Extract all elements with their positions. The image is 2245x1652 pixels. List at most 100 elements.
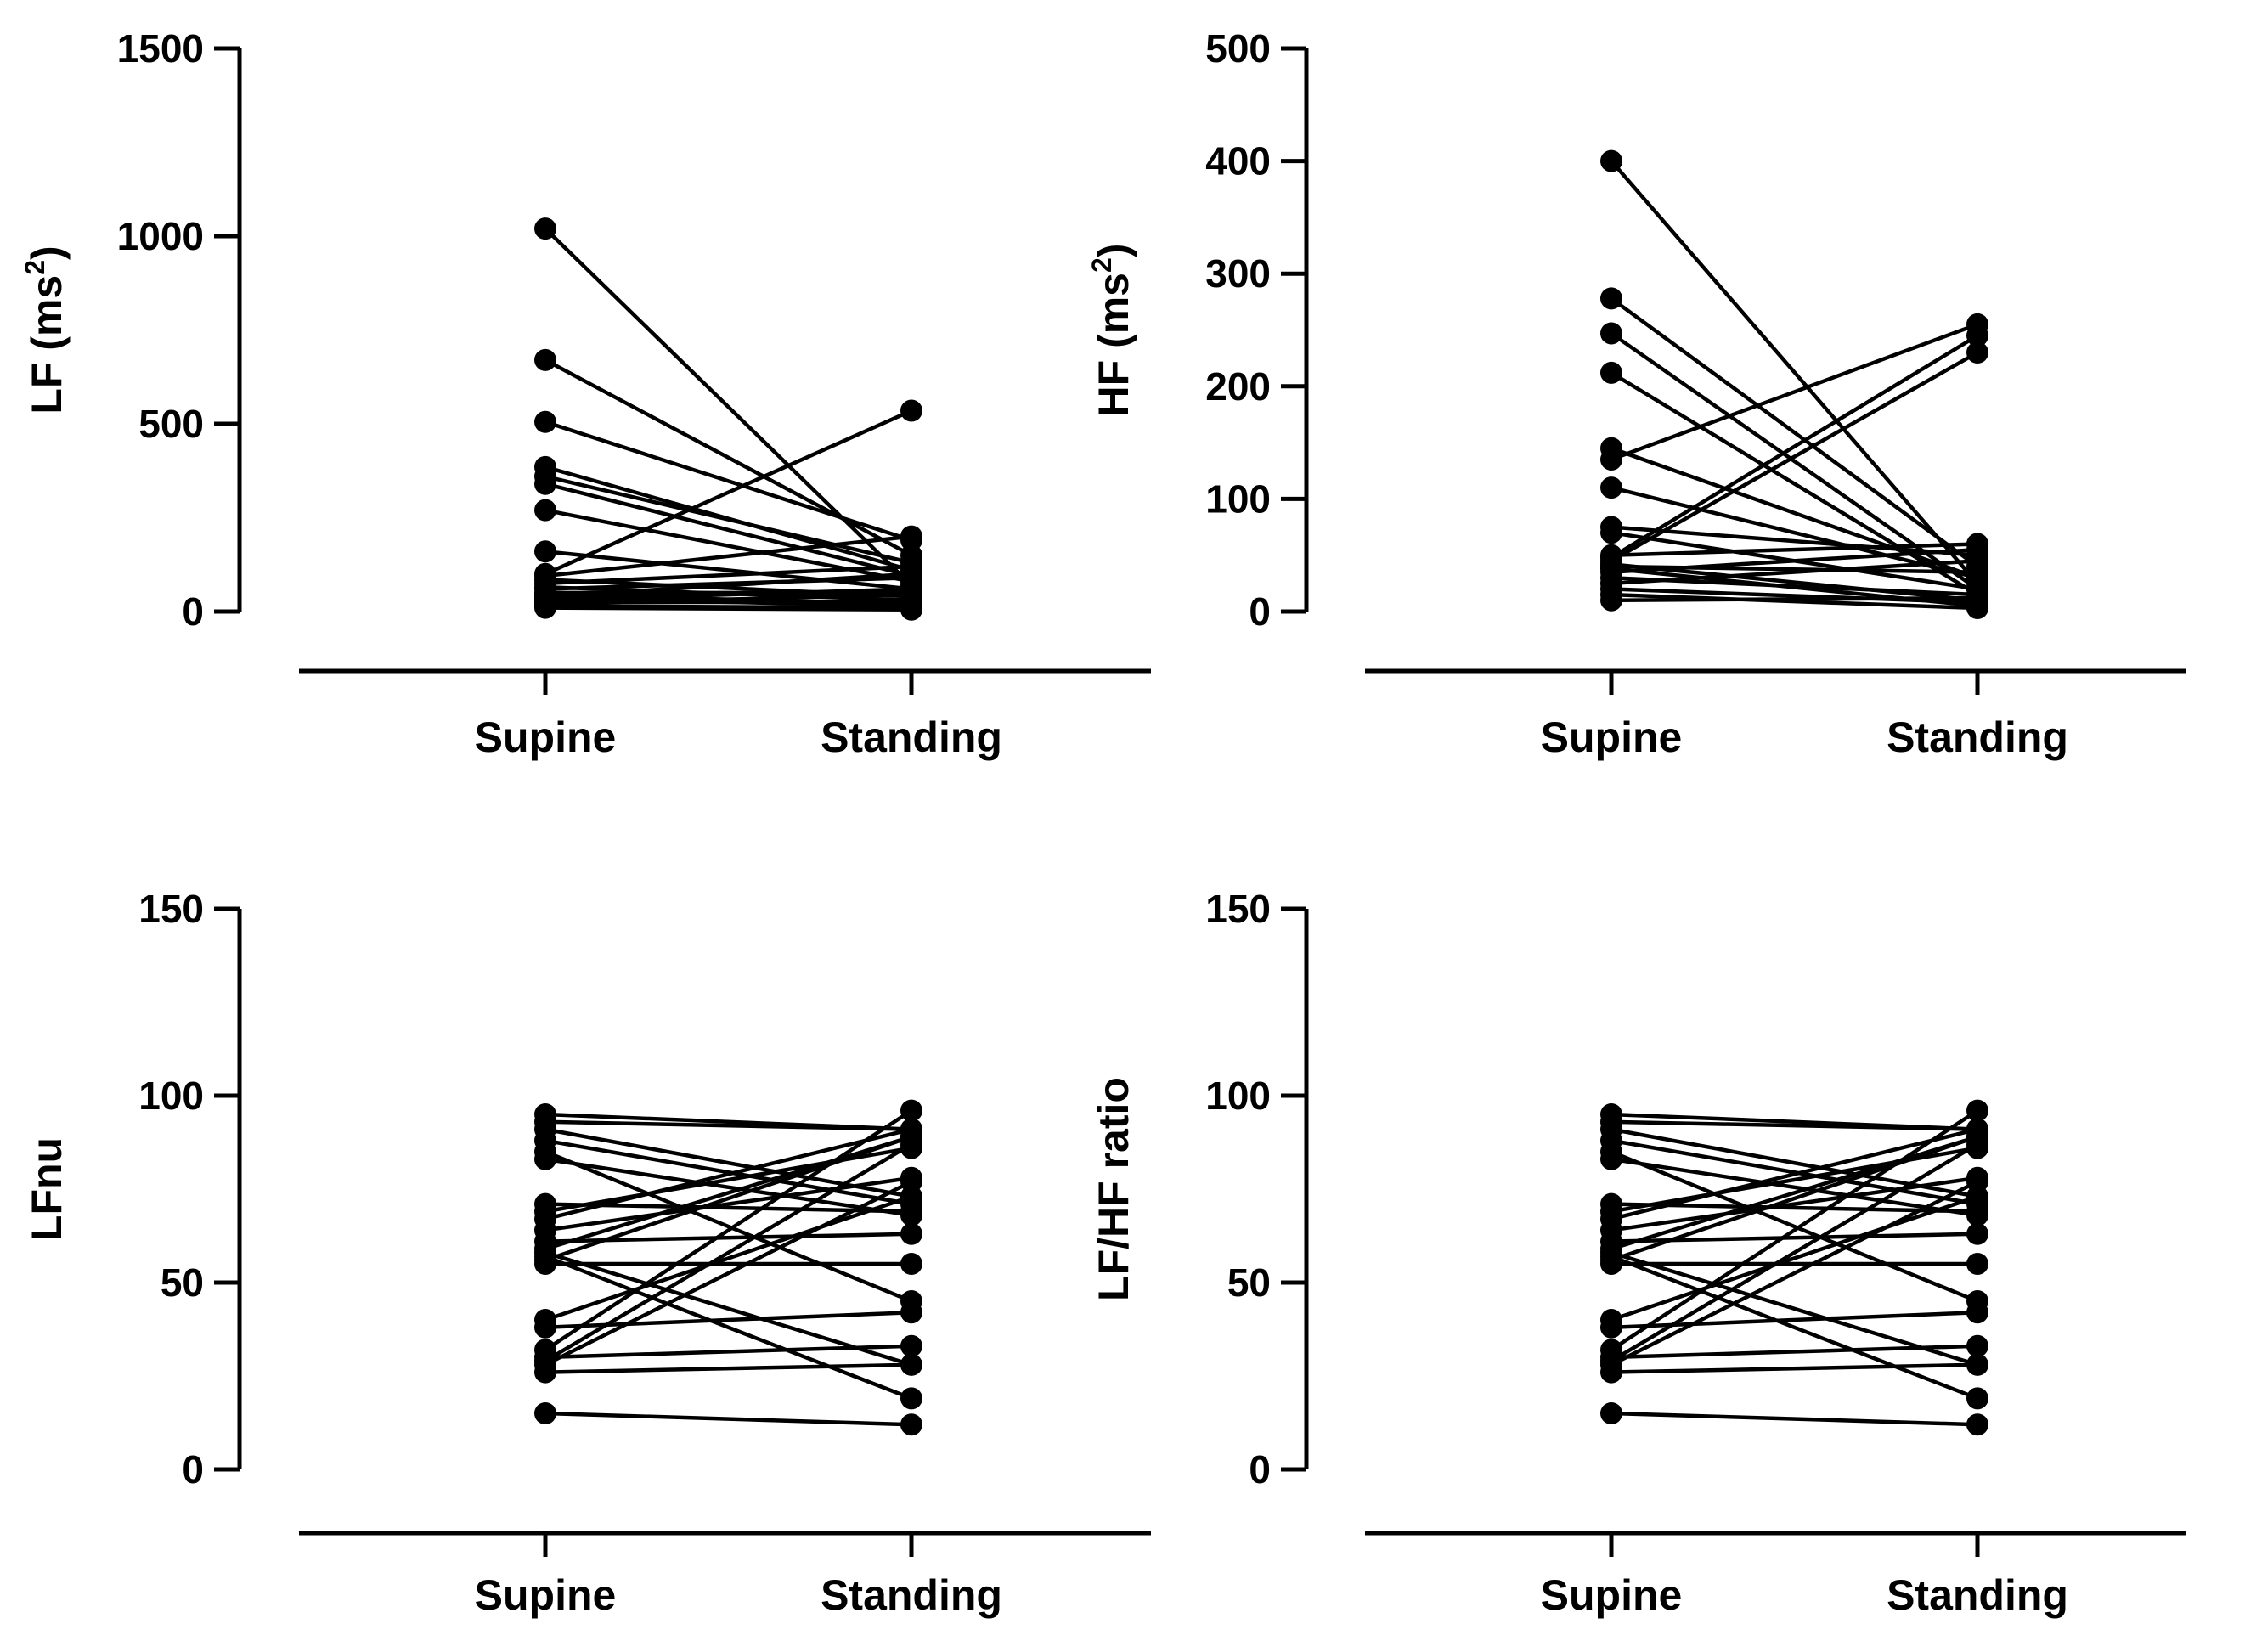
data-point bbox=[1966, 1334, 1988, 1357]
series-line bbox=[1610, 446, 1978, 580]
panel-lfnu: 0 50 100 150 LFnu Supine Standing bbox=[23, 887, 1151, 1619]
y-axis-title-main: LFnu bbox=[23, 1137, 71, 1241]
series-line bbox=[544, 572, 912, 599]
series-line bbox=[1610, 1142, 1979, 1363]
y-tick-label: 100 bbox=[1205, 476, 1271, 521]
series-line bbox=[1610, 1135, 1978, 1262]
data-point bbox=[900, 1353, 922, 1376]
y-tick-label: 1500 bbox=[117, 26, 204, 70]
series-line bbox=[1610, 1411, 1978, 1427]
data-point bbox=[900, 399, 922, 422]
data-point bbox=[900, 1133, 922, 1156]
y-axis-title-main: HF (ms bbox=[1090, 273, 1137, 416]
series-lines bbox=[544, 227, 913, 612]
x-tick-label: Supine bbox=[475, 713, 617, 761]
series-line bbox=[544, 409, 912, 576]
series-line bbox=[544, 1146, 912, 1214]
series-lines bbox=[1610, 1108, 1979, 1427]
series-line bbox=[1610, 592, 1978, 611]
data-point bbox=[1600, 448, 1622, 471]
series-line bbox=[1610, 1127, 1978, 1221]
series-line bbox=[1610, 1157, 1978, 1218]
y-tick-label: 50 bbox=[1227, 1260, 1271, 1305]
y-axis-title-end: ) bbox=[1090, 244, 1137, 258]
series-line bbox=[544, 1180, 913, 1367]
y-tick-label: 0 bbox=[1249, 1447, 1271, 1491]
data-point bbox=[534, 499, 556, 522]
data-point bbox=[1600, 1147, 1622, 1170]
series-line bbox=[544, 1362, 912, 1374]
series-points bbox=[534, 1099, 922, 1436]
series-line bbox=[544, 1176, 912, 1232]
data-point bbox=[1966, 1301, 1988, 1324]
data-point bbox=[534, 217, 556, 240]
y-tick-label: 1000 bbox=[117, 214, 204, 258]
series-line bbox=[544, 1127, 912, 1221]
series-line bbox=[544, 587, 912, 602]
data-point bbox=[900, 1222, 922, 1245]
data-point bbox=[1966, 1353, 1988, 1376]
y-tick-label: 500 bbox=[138, 402, 204, 446]
series-line bbox=[1610, 547, 1978, 574]
series-line bbox=[544, 564, 912, 586]
x-tick-label: Supine bbox=[1541, 713, 1683, 761]
series-line bbox=[1610, 1194, 1978, 1322]
data-point bbox=[1600, 361, 1622, 384]
y-tick-label: 100 bbox=[138, 1074, 204, 1118]
data-point bbox=[900, 1170, 922, 1193]
series-lines bbox=[1610, 160, 1979, 611]
data-point bbox=[534, 1253, 556, 1275]
series-line bbox=[1610, 595, 1978, 602]
panel-lf-hf-ratio: 0 50 100 150 LF/HF ratio Supine Standing bbox=[1090, 887, 2186, 1619]
data-point bbox=[1966, 1099, 1988, 1122]
series-line bbox=[544, 227, 913, 587]
data-point bbox=[1600, 1402, 1622, 1424]
data-point bbox=[534, 540, 556, 563]
data-point bbox=[1600, 149, 1622, 172]
y-tick-label: 150 bbox=[138, 887, 204, 931]
data-point bbox=[534, 410, 556, 433]
x-tick-label: Standing bbox=[821, 713, 1002, 761]
data-point bbox=[1600, 522, 1622, 544]
y-tick-label: 150 bbox=[1205, 887, 1271, 931]
y-tick-label: 200 bbox=[1205, 364, 1271, 409]
series-line bbox=[544, 550, 912, 591]
y-axis-title-main: LF/HF ratio bbox=[1090, 1077, 1137, 1301]
series-line bbox=[544, 1149, 912, 1304]
series-line bbox=[1610, 1180, 1979, 1367]
x-tick-label: Standing bbox=[1887, 1571, 2068, 1619]
data-point bbox=[1600, 1361, 1622, 1384]
y-tick-label: 0 bbox=[182, 1447, 204, 1491]
series-line bbox=[544, 606, 912, 612]
data-point bbox=[1966, 1222, 1988, 1245]
series-line bbox=[544, 1157, 912, 1218]
series-line bbox=[1610, 334, 1979, 560]
series-points bbox=[534, 217, 922, 621]
data-point bbox=[1966, 1133, 1988, 1156]
series-line bbox=[544, 482, 912, 578]
series-line bbox=[1610, 559, 1978, 586]
series-line bbox=[1610, 296, 1979, 568]
series-line bbox=[544, 1411, 912, 1427]
series-line bbox=[1610, 1362, 1978, 1374]
data-point bbox=[1966, 1253, 1988, 1275]
series-line bbox=[544, 420, 912, 543]
series-points bbox=[1600, 149, 1988, 620]
data-point bbox=[534, 472, 556, 495]
y-tick-label: 500 bbox=[1205, 26, 1271, 70]
data-point bbox=[900, 1413, 922, 1436]
y-axis-title: LFnu bbox=[23, 1137, 71, 1241]
series-line bbox=[1610, 1149, 1978, 1304]
y-axis-title: LF (ms2) bbox=[20, 245, 71, 414]
data-point bbox=[1966, 1387, 1988, 1410]
series-line bbox=[544, 1142, 913, 1363]
data-point bbox=[1600, 1253, 1622, 1275]
series-line bbox=[544, 1108, 913, 1352]
data-point bbox=[1600, 476, 1622, 499]
data-point bbox=[1966, 1413, 1988, 1436]
series-line bbox=[1610, 542, 1978, 557]
y-axis-title: HF (ms2) bbox=[1086, 244, 1137, 417]
data-point bbox=[1966, 550, 1988, 572]
data-point bbox=[1966, 1170, 1988, 1193]
series-line bbox=[1610, 1176, 1978, 1232]
